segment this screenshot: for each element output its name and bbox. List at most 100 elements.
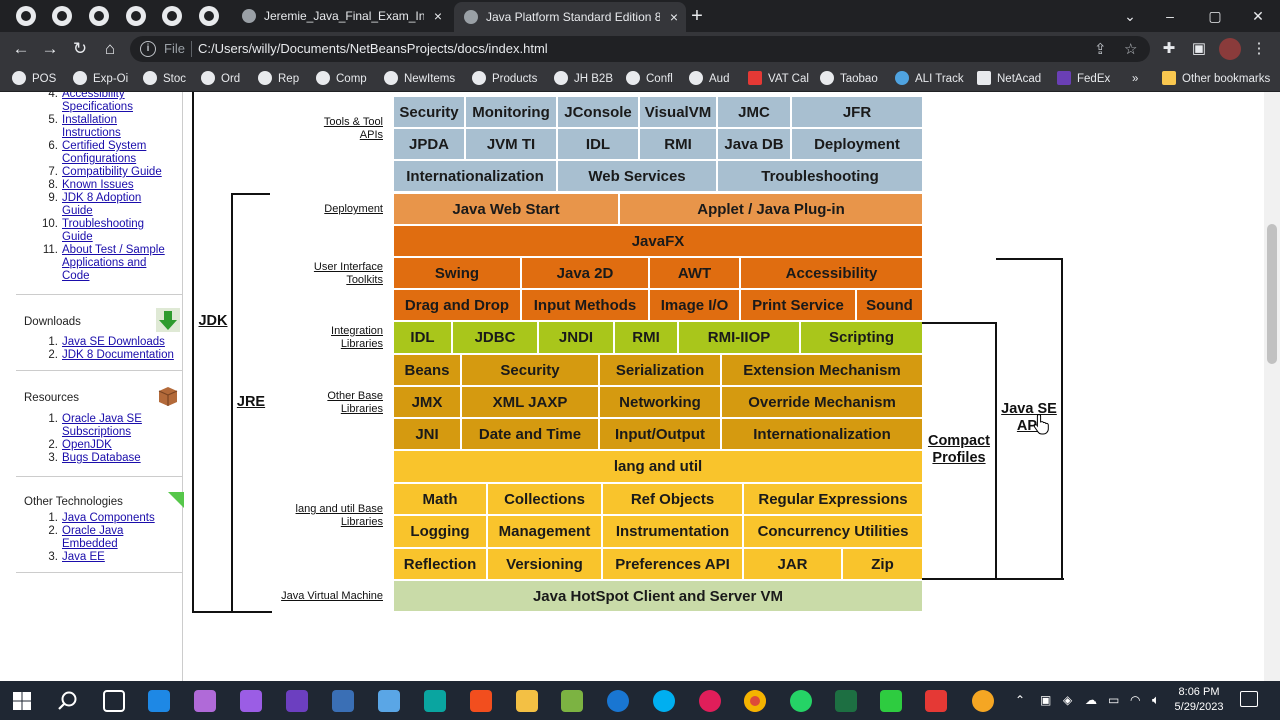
cell-image-io[interactable]: Image I/O [650, 290, 739, 320]
share-icon[interactable]: ⇪ [1094, 41, 1107, 58]
bookmark-item[interactable]: VAT Cal [748, 71, 809, 87]
bookmarks-overflow-button[interactable]: » [1132, 73, 1139, 85]
cell-accessibility[interactable]: Accessibility [741, 258, 922, 288]
link-line[interactable]: Oracle Java [62, 525, 124, 537]
tab-search-button[interactable]: ⌄ [1124, 8, 1136, 24]
cell-xml-jaxp[interactable]: XML JAXP [462, 387, 598, 417]
bookmark-item[interactable]: NetAcad [977, 71, 1041, 87]
link-line[interactable]: Guide [62, 231, 93, 243]
app-icon[interactable] [880, 690, 902, 712]
cell-date-and-time[interactable]: Date and Time [462, 419, 598, 449]
volume-icon[interactable]: 🔈︎ [1152, 692, 1160, 707]
cell-input-output[interactable]: Input/Output [600, 419, 720, 449]
pinned-tab-6[interactable] [199, 6, 219, 26]
pinned-tab-3[interactable] [89, 6, 109, 26]
row-label-jvm[interactable]: Java Virtual Machine [281, 590, 383, 602]
cell-jar[interactable]: JAR [744, 549, 841, 579]
menu-icon[interactable]: ⋮ [1251, 40, 1267, 57]
link-line[interactable]: Compatibility Guide [62, 166, 162, 178]
row-label-tools[interactable]: Tools & Tool APIs [323, 116, 383, 141]
tab-java-platform[interactable]: Java Platform Standard Edition 8 × [454, 2, 686, 32]
store-icon[interactable] [148, 690, 170, 712]
cell-internationalization-tool[interactable]: Internationalization [394, 161, 556, 191]
jdk-label[interactable]: JDK [198, 313, 228, 329]
bookmark-item[interactable]: NewItems [384, 71, 455, 87]
cell-override-mechanism[interactable]: Override Mechanism [722, 387, 922, 417]
cell-troubleshooting[interactable]: Troubleshooting [718, 161, 922, 191]
bookmark-item[interactable]: ALI Track [895, 71, 964, 87]
netbeans-icon[interactable] [332, 690, 354, 712]
cell-jpda[interactable]: JPDA [394, 129, 464, 159]
cell-idl-integration[interactable]: IDL [394, 322, 451, 353]
bookmark-item[interactable]: Ord [201, 71, 240, 87]
cell-rmi[interactable]: RMI [640, 129, 716, 159]
cell-beans[interactable]: Beans [394, 355, 460, 385]
cell-regular-expressions[interactable]: Regular Expressions [744, 484, 922, 514]
bookmark-item[interactable]: Confl [626, 71, 673, 87]
task-view-icon[interactable] [103, 690, 125, 712]
cell-jdbc[interactable]: JDBC [453, 322, 537, 353]
cell-applet-plugin[interactable]: Applet / Java Plug-in [620, 194, 922, 224]
row-label-integration[interactable]: Integration Libraries [331, 325, 383, 350]
cell-jndi[interactable]: JNDI [539, 322, 613, 353]
cell-scripting[interactable]: Scripting [801, 322, 922, 353]
notifications-icon[interactable] [1240, 691, 1258, 707]
link-line[interactable]: JDK 8 Adoption [62, 192, 142, 204]
back-arrow-icon[interactable]: ← [12, 39, 30, 58]
bookmark-item[interactable]: JH B2B [554, 71, 613, 87]
app-icon[interactable] [378, 690, 400, 712]
row-label-ui-toolkits[interactable]: User Interface Toolkits [313, 261, 383, 286]
link-line[interactable]: Embedded [62, 538, 118, 550]
link-line[interactable]: Installation [62, 114, 117, 126]
app-icon[interactable] [240, 690, 262, 712]
pinned-tab-5[interactable] [162, 6, 182, 26]
cell-concurrency-utilities[interactable]: Concurrency Utilities [744, 516, 922, 547]
link-line[interactable]: OpenJDK [62, 439, 112, 451]
cell-ref-objects[interactable]: Ref Objects [603, 484, 742, 514]
cell-idl[interactable]: IDL [558, 129, 638, 159]
cell-security[interactable]: Security [394, 97, 464, 127]
link-line[interactable]: Configurations [62, 153, 137, 165]
bookmark-item[interactable]: FedEx [1057, 71, 1110, 87]
cell-jfr[interactable]: JFR [792, 97, 922, 127]
cell-math[interactable]: Math [394, 484, 486, 514]
bookmark-item[interactable]: Taobao [820, 71, 878, 87]
figma-icon[interactable] [470, 690, 492, 712]
cell-versioning[interactable]: Versioning [488, 549, 601, 579]
app-icon[interactable] [607, 690, 629, 712]
bookmark-star-icon[interactable]: ☆ [1124, 41, 1138, 58]
link-line[interactable]: Bugs Database [62, 452, 141, 464]
chevron-up-icon[interactable]: ⌃ [1015, 693, 1026, 707]
cell-preferences-api[interactable]: Preferences API [603, 549, 742, 579]
cell-internationalization-base[interactable]: Internationalization [722, 419, 922, 449]
app-icon[interactable] [561, 690, 583, 712]
extensions-icon[interactable]: ✚ [1162, 40, 1176, 57]
link-line[interactable]: Code [62, 270, 90, 282]
close-tab-icon[interactable]: × [433, 8, 442, 24]
forward-arrow-icon[interactable]: → [41, 39, 59, 58]
cell-collections[interactable]: Collections [488, 484, 601, 514]
cell-jconsole[interactable]: JConsole [558, 97, 638, 127]
cell-web-services[interactable]: Web Services [558, 161, 716, 191]
cell-reflection[interactable]: Reflection [394, 549, 486, 579]
cell-jmc[interactable]: JMC [718, 97, 790, 127]
cell-awt[interactable]: AWT [650, 258, 739, 288]
tray-icon[interactable]: ▣ [1040, 693, 1052, 707]
link-line[interactable]: Java EE [62, 551, 105, 563]
cell-instrumentation[interactable]: Instrumentation [603, 516, 742, 547]
address-bar[interactable]: i File C:/Users/willy/Documents/NetBeans… [130, 36, 1150, 62]
cloud-icon[interactable]: ☁ [1085, 693, 1097, 707]
dropbox-icon[interactable]: ◈ [1063, 693, 1073, 707]
close-window-button[interactable]: ✕ [1252, 8, 1264, 24]
close-tab-icon[interactable]: × [669, 9, 678, 25]
bookmark-item[interactable]: Aud [689, 71, 729, 87]
excel-icon[interactable] [835, 690, 857, 712]
cell-java-web-start[interactable]: Java Web Start [394, 194, 618, 224]
link-line[interactable]: Subscriptions [62, 426, 132, 438]
link-line[interactable]: Specifications [62, 101, 133, 113]
cell-lang-and-util[interactable]: lang and util [394, 451, 922, 482]
weather-icon[interactable] [972, 690, 994, 712]
new-tab-button[interactable]: + [691, 5, 703, 27]
link-line[interactable]: Guide [62, 205, 93, 217]
bookmark-item[interactable]: Stoc [143, 71, 186, 87]
